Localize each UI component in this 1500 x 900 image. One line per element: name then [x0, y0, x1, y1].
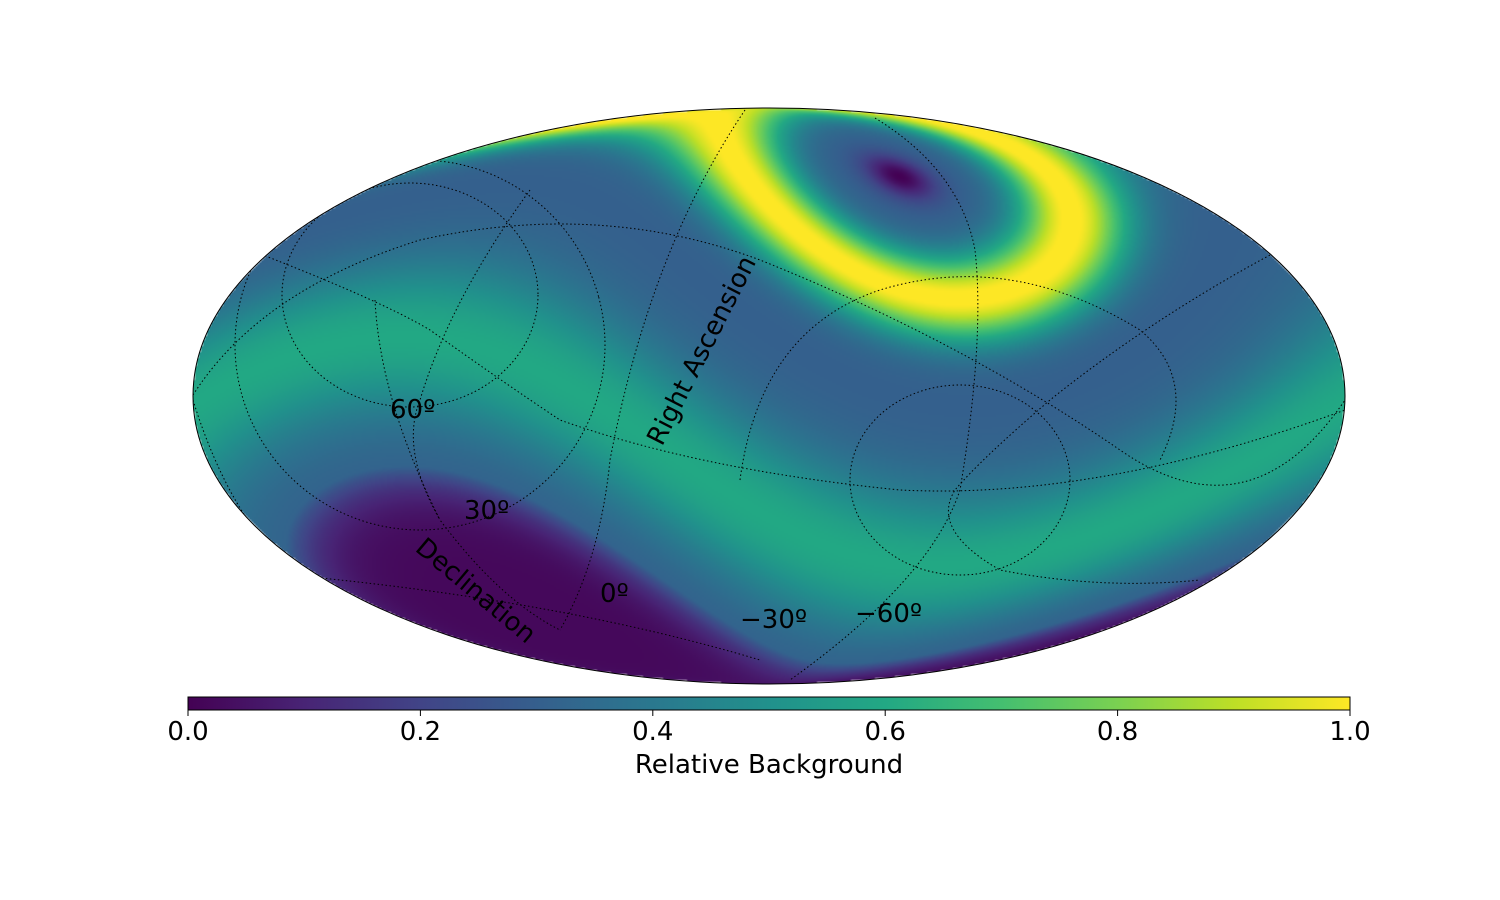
- ra-arc-1: [559, 109, 746, 631]
- ra-arc-5: [947, 254, 1271, 584]
- dec-label-60: 60º: [390, 395, 435, 425]
- sky-map-outline: [192, 107, 1346, 685]
- ra-arc-3: [249, 249, 1345, 492]
- dec-circle-60: [281, 182, 539, 408]
- colorbar-label: Relative Background: [635, 750, 903, 780]
- sky-map: [193, 108, 1345, 684]
- dec-circle-0: [193, 223, 1345, 486]
- colorbar-ticks: 0.0 0.2 0.4 0.6 0.8 1.0: [167, 710, 1371, 747]
- dec-label-0: 0º: [600, 579, 629, 609]
- colorbar-tick-label: 0.4: [632, 717, 673, 747]
- dec-circle-neg60: [849, 384, 1071, 576]
- ra-arc-2: [412, 189, 531, 521]
- colorbar-tick-label: 0.6: [865, 717, 906, 747]
- colorbar-tick-label: 0.0: [167, 717, 208, 747]
- dec-circle-neg30: [289, 276, 1177, 661]
- dec-label-neg60: −60º: [855, 599, 922, 629]
- colorbar-tick-label: 0.2: [400, 717, 441, 747]
- colorbar: 0.0 0.2 0.4 0.6 0.8 1.0 Relative Background: [167, 696, 1371, 780]
- declination-labels: 60º 30º 0º −30º −60º: [390, 395, 922, 635]
- colorbar-gradient: [187, 696, 1351, 711]
- colorbar-tick-label: 0.8: [1097, 717, 1138, 747]
- dec-label-neg30: −30º: [740, 605, 807, 635]
- dec-label-30: 30º: [464, 496, 509, 526]
- colorbar-tick-label: 1.0: [1329, 717, 1370, 747]
- dec-circle-30: [234, 159, 606, 531]
- sky-map-image: [193, 108, 1345, 684]
